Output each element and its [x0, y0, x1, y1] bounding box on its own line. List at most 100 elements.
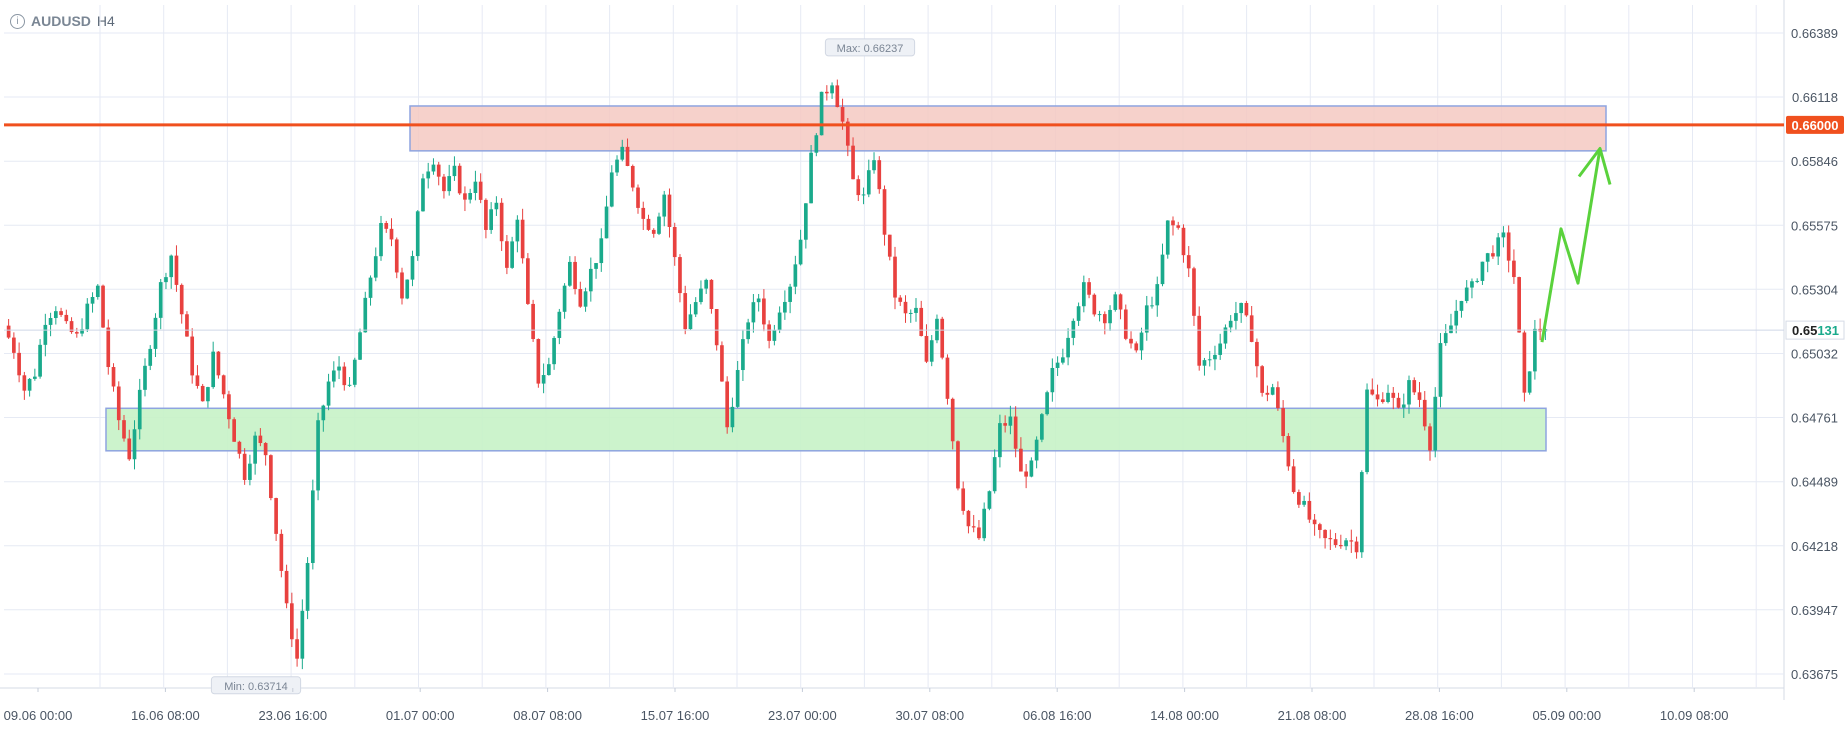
candle — [179, 283, 184, 324]
candle — [893, 246, 897, 310]
candle-body — [1244, 302, 1249, 316]
candle-body — [1092, 294, 1097, 315]
candle — [1118, 293, 1123, 320]
candle-body — [746, 322, 750, 340]
candle-body — [95, 285, 100, 298]
candle-body — [227, 394, 231, 420]
candle-body — [1003, 423, 1007, 426]
candle — [1365, 383, 1369, 475]
x-tick-label: 10.09 08:00 — [1660, 708, 1729, 723]
x-tick-label: 05.09 00:00 — [1532, 708, 1601, 723]
candle — [300, 599, 305, 670]
candle — [1438, 333, 1443, 408]
candle-body — [977, 527, 981, 539]
candle — [1040, 413, 1044, 443]
candle — [1359, 470, 1364, 558]
y-tick-label: 0.64218 — [1791, 539, 1838, 554]
candle — [1464, 280, 1469, 304]
candle-body — [410, 256, 415, 280]
candle-body — [1365, 389, 1369, 473]
candle — [604, 195, 609, 239]
candle-body — [919, 307, 924, 336]
candle — [1281, 400, 1285, 443]
candle — [924, 324, 929, 364]
candle-body — [1302, 500, 1306, 505]
candle — [1344, 538, 1348, 551]
candle-body — [1428, 426, 1432, 451]
candle-body — [242, 453, 247, 480]
symbol-label: AUDUSD — [31, 13, 91, 29]
candle-body — [1391, 392, 1396, 398]
candle — [751, 294, 756, 333]
candle-body — [594, 263, 598, 269]
candle — [253, 431, 257, 475]
candle — [248, 454, 252, 486]
candle — [1506, 225, 1511, 273]
candle-body — [520, 219, 525, 259]
candle-body — [830, 85, 834, 94]
candle — [641, 201, 646, 231]
candle-body — [887, 234, 892, 257]
candle — [704, 278, 709, 294]
candle — [90, 292, 95, 313]
candle-body — [898, 297, 903, 302]
candle-body — [772, 330, 777, 341]
candle-body — [111, 367, 116, 387]
candle-body — [1491, 253, 1495, 257]
x-tick-label: 15.07 16:00 — [641, 708, 710, 723]
projection-arrow — [1540, 148, 1602, 343]
candle-body — [998, 423, 1002, 458]
candle-body — [1438, 343, 1443, 397]
candle — [929, 335, 934, 367]
candle — [1375, 384, 1380, 407]
candle-body — [253, 435, 257, 464]
candle-body — [164, 277, 168, 283]
candle — [1428, 423, 1432, 461]
candle — [1522, 329, 1527, 402]
candle-body — [90, 297, 95, 304]
candle — [547, 357, 551, 376]
candle — [1533, 319, 1537, 380]
resistance-tag-box — [1786, 115, 1844, 134]
candle — [22, 371, 27, 400]
candle-body — [1470, 281, 1474, 288]
candle — [1171, 216, 1175, 236]
info-circle-icon[interactable]: i — [10, 13, 25, 29]
candle — [185, 311, 189, 337]
candle-body — [1040, 414, 1044, 440]
candle-body — [59, 311, 63, 315]
candle-body — [1108, 309, 1112, 324]
candle-body — [1113, 294, 1118, 310]
candle-body — [940, 318, 945, 358]
candle-body — [232, 419, 236, 442]
candle — [442, 173, 446, 199]
candle-body — [1459, 300, 1464, 311]
candle — [48, 312, 53, 337]
candle — [1328, 529, 1333, 551]
candle — [1265, 385, 1270, 402]
y-tick-label: 0.65032 — [1791, 347, 1838, 362]
candle — [232, 417, 236, 442]
resistance-price-tag: 0.66000 — [1786, 115, 1844, 134]
candle-body — [316, 420, 320, 491]
candle — [331, 361, 336, 388]
candle-body — [148, 348, 153, 366]
candle-body — [1501, 232, 1506, 238]
candle-body — [1186, 255, 1191, 269]
y-tick-label: 0.64489 — [1791, 475, 1838, 490]
candle-body — [1380, 399, 1385, 402]
y-tick-label: 0.65304 — [1791, 282, 1838, 297]
candle — [1207, 350, 1212, 367]
candle — [1244, 300, 1249, 317]
candle-body — [809, 152, 813, 204]
resistance-zone — [409, 105, 1607, 152]
candle-body — [248, 463, 252, 480]
candle — [206, 386, 210, 408]
candle — [421, 173, 425, 212]
candle — [269, 454, 273, 501]
candle-body — [651, 229, 656, 234]
candle-body — [1192, 268, 1196, 316]
candle — [583, 287, 588, 312]
candle-body — [882, 189, 887, 235]
